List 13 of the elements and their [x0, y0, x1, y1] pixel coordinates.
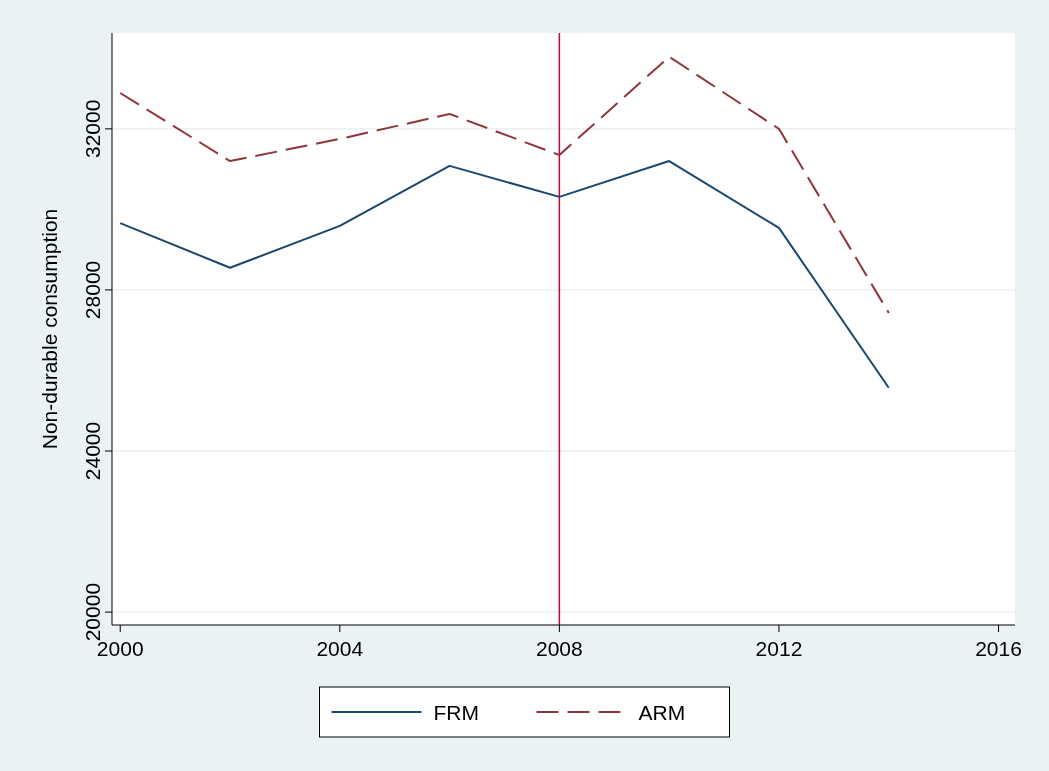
y-tick-label: 24000: [81, 421, 104, 481]
x-tick-label: 2012: [755, 637, 803, 660]
x-tick-label: 2004: [316, 637, 364, 660]
legend-label: ARM: [638, 701, 686, 724]
y-tick-label: 32000: [81, 99, 104, 159]
line-series: [119, 160, 890, 389]
x-tick-label: 2016: [975, 637, 1022, 660]
y-tick-label: 28000: [81, 260, 104, 320]
x-tick-label: 2008: [536, 637, 583, 660]
line-series: [119, 55, 890, 314]
legend-label: FRM: [433, 701, 479, 724]
y-tick-label: 20000: [81, 582, 104, 642]
y-axis-title: Non-durable consumption: [38, 208, 61, 450]
